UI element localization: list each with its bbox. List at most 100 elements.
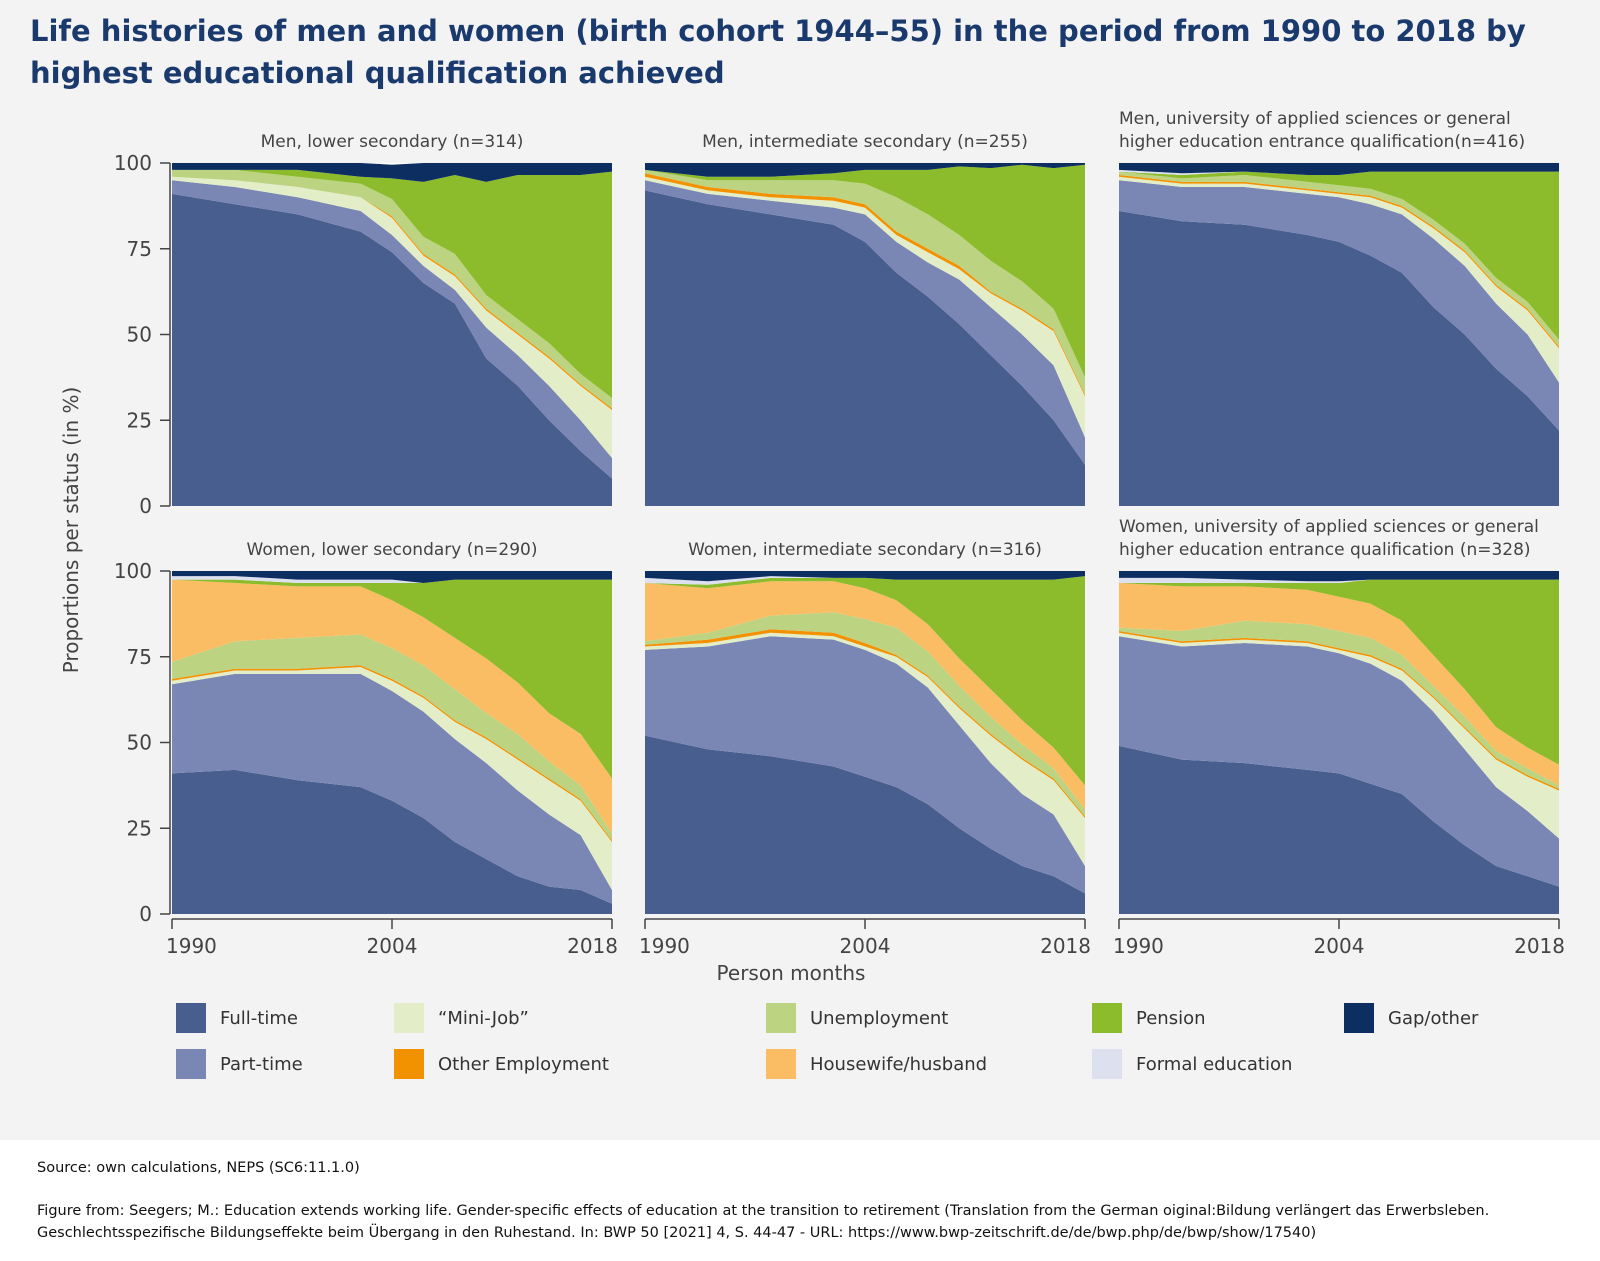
legend-swatch-other-employment xyxy=(394,1049,424,1079)
area-pension xyxy=(1119,171,1559,340)
area-pension xyxy=(645,164,1085,378)
area-gap-other xyxy=(1119,163,1559,175)
area-formal-education xyxy=(645,576,1085,585)
panel-1: Men, lower secondary (n=314) 0 25 50 75 100 xyxy=(114,132,612,518)
legend-label-other-employment: Other Employment xyxy=(438,1053,609,1075)
y-tick-label: 75 xyxy=(127,645,152,669)
area-gap-other xyxy=(172,571,612,583)
panel-title: Men, lower secondary (n=314) xyxy=(261,132,524,152)
legend-label-gap-other: Gap/other xyxy=(1388,1007,1479,1029)
panel-title: higher education entrance qualification(… xyxy=(1119,132,1525,152)
legend-label-housewife-husband: Housewife/husband xyxy=(810,1053,988,1075)
legend-label-formal-education: Formal education xyxy=(1136,1053,1293,1075)
area-part-time xyxy=(1119,636,1559,887)
legend-swatch-full-time xyxy=(176,1003,206,1033)
area-mini-job xyxy=(1119,632,1559,839)
area-full-time xyxy=(645,735,1085,914)
figure-panel: Life histories of men and women (birth c… xyxy=(0,0,1600,1140)
panel-title: Men, intermediate secondary (n=255) xyxy=(702,132,1028,152)
legend-item-housewife-husband: Housewife/husband xyxy=(766,1049,987,1079)
legend-label-mini-job: “Mini-Job” xyxy=(438,1007,529,1029)
legend-item-mini-job: “Mini-Job” xyxy=(394,1003,529,1033)
area-pension xyxy=(172,169,612,398)
area-pension xyxy=(645,576,1085,786)
area-full-time xyxy=(172,193,612,506)
legend-label-full-time: Full-time xyxy=(220,1007,298,1029)
x-tick-label: 2018 xyxy=(1040,934,1091,958)
area-full-time xyxy=(1119,745,1559,914)
area-mini-job xyxy=(645,632,1085,866)
area-unemployment xyxy=(1119,620,1559,789)
area-full-time xyxy=(645,190,1085,506)
legend-item-formal-education: Formal education xyxy=(1092,1049,1292,1079)
area-gap-other xyxy=(645,571,1085,582)
area-housewife-husband xyxy=(645,581,1085,810)
figure-reference: Figure from: Seegers; M.: Education exte… xyxy=(37,1203,1490,1241)
legend-item-unemployment: Unemployment xyxy=(766,1003,948,1033)
area-pension xyxy=(1119,579,1559,765)
y-tick-label: 25 xyxy=(127,408,152,432)
panel-3: Men, university of applied sciences or g… xyxy=(1119,109,1559,506)
area-mini-job xyxy=(172,667,612,890)
legend-item-full-time: Full-time xyxy=(176,1003,298,1033)
chart-area: Proportions per status (in %) Person mon… xyxy=(59,109,1565,985)
panel-5: Women, intermediate secondary (n=316) 199… xyxy=(639,540,1091,958)
area-part-time xyxy=(172,180,612,479)
y-tick-label: 100 xyxy=(114,559,152,583)
y-tick-label: 25 xyxy=(127,816,152,840)
x-tick-label: 2018 xyxy=(1514,934,1565,958)
legend-item-other-employment: Other Employment xyxy=(394,1049,609,1079)
legend-label-pension: Pension xyxy=(1136,1007,1206,1029)
y-tick-label: 75 xyxy=(127,237,152,261)
legend-swatch-mini-job xyxy=(394,1003,424,1033)
y-tick-label: 50 xyxy=(127,323,152,347)
x-tick-label: 2018 xyxy=(567,934,618,958)
source-note: Source: own calculations, NEPS (SC6:11.1… xyxy=(37,1160,360,1176)
area-mini-job xyxy=(172,176,612,458)
panel-title: Women, lower secondary (n=290) xyxy=(247,540,538,560)
area-full-time xyxy=(1119,211,1559,506)
legend-item-part-time: Part-time xyxy=(176,1049,303,1079)
area-gap-other xyxy=(172,163,612,182)
legend-swatch-formal-education xyxy=(1092,1049,1122,1079)
panel-title: Women, university of applied sciences or… xyxy=(1119,517,1539,537)
area-full-time xyxy=(172,769,612,914)
legend-item-gap-other: Gap/other xyxy=(1344,1003,1478,1033)
area-gap-other xyxy=(645,163,1085,177)
area-gap-other xyxy=(1119,571,1559,582)
area-housewife-husband xyxy=(172,579,612,834)
panel-title: Women, intermediate secondary (n=316) xyxy=(688,540,1042,560)
legend-swatch-unemployment xyxy=(766,1003,796,1033)
legend-swatch-part-time xyxy=(176,1049,206,1079)
area-formal-education xyxy=(172,576,612,583)
x-tick-label: 1990 xyxy=(166,934,217,958)
y-tick-label: 50 xyxy=(127,731,152,755)
x-tick-label: 2004 xyxy=(840,934,891,958)
y-tick-label: 0 xyxy=(139,902,152,926)
area-mini-job xyxy=(645,176,1085,438)
legend-swatch-housewife-husband xyxy=(766,1049,796,1079)
panel-title: higher education entrance qualification … xyxy=(1119,540,1531,560)
area-part-time xyxy=(172,673,612,904)
x-axis-label: Person months xyxy=(717,961,866,985)
panel-title: Men, university of applied sciences or g… xyxy=(1119,109,1511,129)
y-tick-label: 100 xyxy=(114,151,152,175)
area-part-time xyxy=(1119,180,1559,431)
x-tick-label: 2004 xyxy=(1314,934,1365,958)
area-part-time xyxy=(645,180,1085,465)
area-housewife-husband xyxy=(1119,583,1559,786)
x-tick-label: 1990 xyxy=(1113,934,1164,958)
y-axis-label: Proportions per status (in %) xyxy=(59,387,83,674)
panel-2: Men, intermediate secondary (n=255) xyxy=(645,132,1085,506)
panel-4: Women, lower secondary (n=290) 0 25 50 75 100… xyxy=(114,540,618,958)
legend-item-pension: Pension xyxy=(1092,1003,1206,1033)
area-part-time xyxy=(645,636,1085,894)
y-tick-label: 0 xyxy=(139,494,152,518)
area-unemployment xyxy=(645,169,1085,395)
x-tick-label: 2004 xyxy=(367,934,418,958)
legend-label-part-time: Part-time xyxy=(220,1053,303,1075)
legend-label-unemployment: Unemployment xyxy=(810,1007,949,1029)
area-pension xyxy=(172,579,612,779)
panel-6: Women, university of applied sciences or… xyxy=(1113,517,1565,958)
legend-swatch-pension xyxy=(1092,1003,1122,1033)
